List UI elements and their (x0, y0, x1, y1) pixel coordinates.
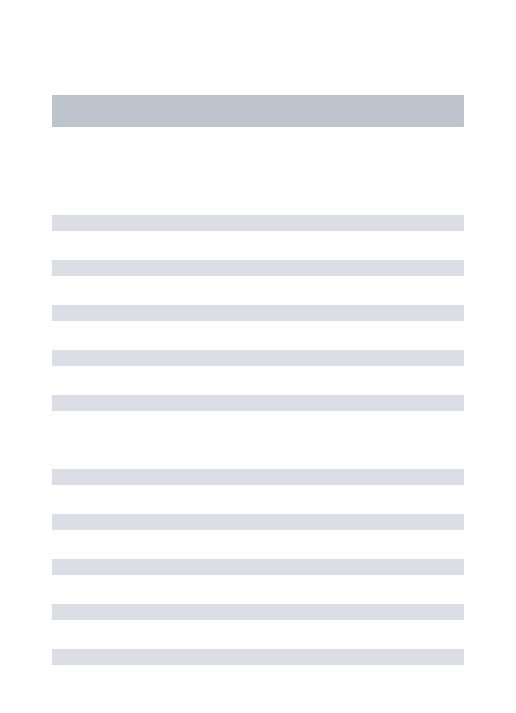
text-placeholder-line (52, 514, 464, 530)
text-placeholder-line (52, 604, 464, 620)
text-placeholder-line (52, 469, 464, 485)
text-placeholder-line (52, 305, 464, 321)
text-placeholder-line (52, 559, 464, 575)
text-placeholder-line (52, 350, 464, 366)
text-placeholder-line (52, 260, 464, 276)
text-placeholder-line (52, 395, 464, 411)
skeleton-placeholder (52, 95, 464, 665)
text-placeholder-line (52, 215, 464, 231)
header-placeholder-bar (52, 95, 464, 127)
text-placeholder-line (52, 649, 464, 665)
